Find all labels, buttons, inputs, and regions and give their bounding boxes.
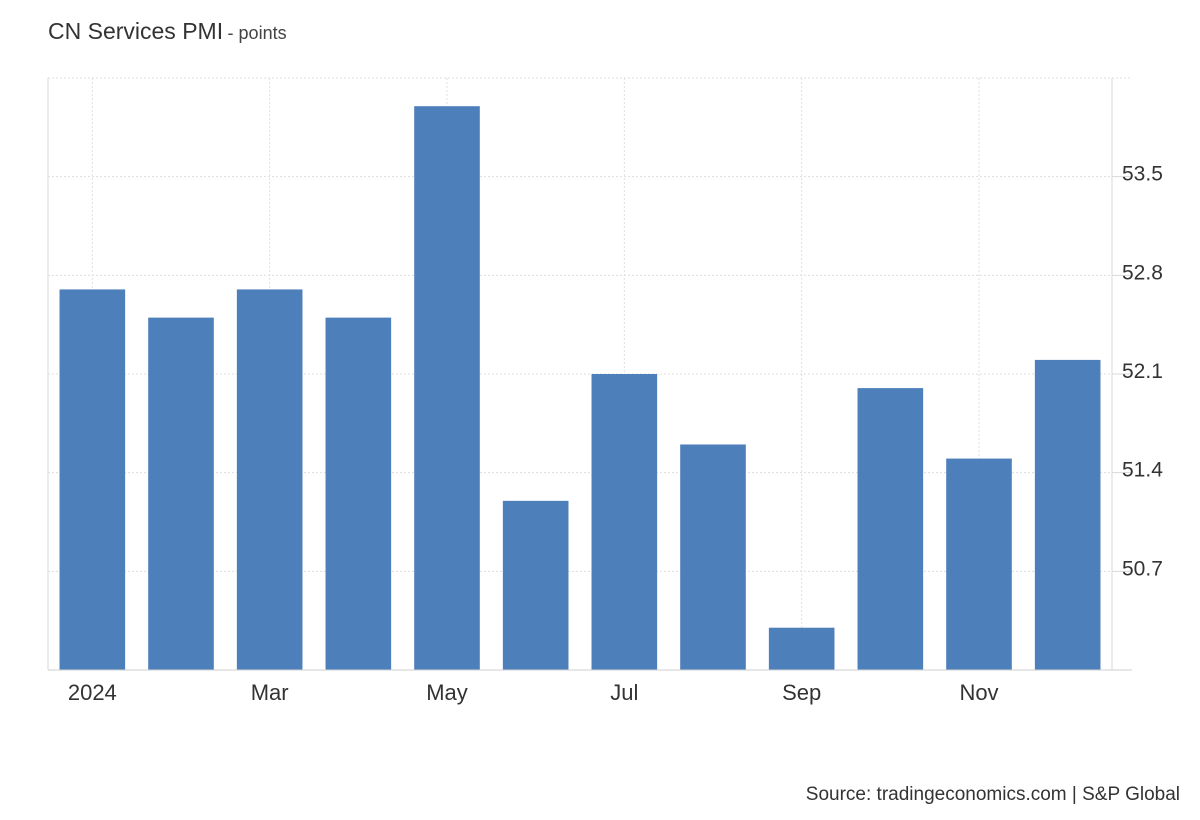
x-tick-label: 2024 [68,680,117,705]
x-tick-label: Nov [959,680,998,705]
bar [502,500,569,670]
bar [857,388,924,670]
bar [414,106,480,670]
y-tick-label: 50.7 [1122,557,1163,580]
bar [148,317,214,670]
chart-title: CN Services PMI [48,18,224,44]
y-tick-label: 52.1 [1122,360,1163,383]
y-tick-label: 53.5 [1122,163,1163,186]
bar [1034,359,1101,670]
y-tick-label: 51.4 [1122,459,1163,482]
chart-title-row: CN Services PMI - points [48,18,287,45]
x-tick-label: Mar [251,680,289,705]
chart-subtitle: - points [227,23,287,43]
y-tick-label: 52.8 [1122,261,1163,284]
bar [946,458,1012,670]
bar [591,374,658,670]
bar [236,289,303,670]
bar-chart: 50.7 51.4 52.1 52.8 53.5 2024 Mar May Jul Sep Nov [47,77,1163,705]
bar [325,317,392,670]
x-tick-label: May [426,680,468,705]
bar [680,444,746,670]
x-tick-label: Sep [782,680,821,705]
source-note: Source: tradingeconomics.com | S&P Globa… [805,784,1180,805]
bar [59,289,126,670]
x-tick-label: Jul [610,680,638,705]
bar [768,627,835,670]
